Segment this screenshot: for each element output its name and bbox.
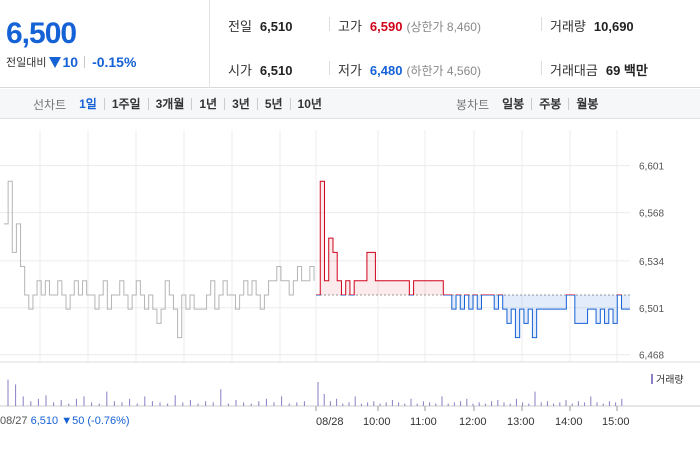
line-chart-title: 선차트 — [33, 97, 67, 112]
divider — [329, 61, 330, 75]
divider — [541, 61, 542, 75]
tab-3-years[interactable]: 3년 — [224, 98, 257, 110]
price-change: 전일대비 10 -0.15% — [6, 54, 136, 70]
line-chart-tabs: 선차트 1일 1주일 3개월 1년 3년 5년 10년 — [33, 89, 329, 119]
stat-open: 시가 6,510 — [228, 63, 293, 78]
prev-day-summary: 08/27 6,510 ▼50 (-0.76%) — [0, 415, 130, 427]
tab-1-year[interactable]: 1년 — [191, 98, 224, 110]
tab-weekly-candle[interactable]: 주봉 — [531, 98, 568, 110]
chart-tab-bar: 선차트 1일 1주일 3개월 1년 3년 5년 10년 봉차트 일봉 주봉 월봉 — [0, 89, 700, 119]
x-tick-label: 10:00 — [363, 416, 391, 428]
intraday-chart[interactable]: 6,601 6,568 6,534 6,501 6,468 08/28 10:00 11:00… — [0, 120, 700, 450]
prev-day-change: ▼50 — [61, 415, 85, 427]
tab-5-years[interactable]: 5년 — [256, 98, 290, 110]
x-tick-label: 15:00 — [602, 416, 630, 428]
tab-daily-candle[interactable]: 일봉 — [502, 97, 525, 111]
current-price-box: 6,500 전일대비 10 -0.15% — [0, 0, 210, 88]
y-tick-label: 6,601 — [639, 162, 664, 173]
y-tick-label: 6,501 — [639, 304, 664, 315]
today-up-area — [320, 181, 444, 295]
prev-day-change-rate: (-0.76%) — [87, 415, 130, 427]
y-tick-label: 6,534 — [639, 257, 664, 268]
prev-day-price-line — [4, 180, 315, 339]
change-label: 전일대비 — [6, 57, 47, 69]
tab-monthly-candle[interactable]: 월봉 — [568, 98, 605, 110]
y-tick-label: 6,568 — [639, 209, 664, 220]
tab-3-months[interactable]: 3개월 — [147, 98, 192, 110]
today-down-area — [316, 294, 630, 338]
stat-low: 저가 6,480 (하한가 4,560) — [338, 63, 481, 78]
tab-1-day[interactable]: 1일 — [79, 97, 97, 111]
prev-day-close: 6,510 — [30, 415, 59, 427]
divider — [329, 17, 330, 31]
chart-canvas: 6,601 6,568 6,534 6,501 6,468 08/28 10:00 11:00… — [0, 130, 700, 428]
stat-volume: 거래량 10,690 — [550, 19, 634, 34]
change-rate: -0.15% — [92, 54, 137, 70]
prev-day-date: 08/27 — [0, 415, 28, 427]
volume-legend: 거래량 — [651, 371, 684, 386]
quote-header: 6,500 전일대비 10 -0.15% 전일 6,510 시가 6,510 고가 6… — [0, 0, 700, 88]
current-price: 6,500 — [6, 17, 77, 50]
today-price-line-up — [316, 180, 623, 295]
x-tick-label: 11:00 — [410, 416, 437, 428]
x-tick-label: 13:00 — [507, 416, 535, 428]
candle-chart-tabs: 봉차트 일봉 주봉 월봉 — [456, 89, 605, 119]
x-tick-label: 14:00 — [555, 416, 583, 428]
volume-legend-swatch — [651, 373, 653, 384]
down-arrow-icon — [49, 56, 62, 68]
today-price-line-down — [316, 294, 630, 339]
y-tick-label: 6,468 — [639, 351, 664, 362]
stat-amount: 거래대금 69 백만 — [550, 63, 648, 78]
stat-high: 고가 6,590 (상한가 8,460) — [338, 19, 481, 34]
candle-chart-title: 봉차트 — [456, 97, 490, 112]
change-value: 10 — [62, 54, 79, 70]
divider — [84, 56, 86, 68]
x-tick-label: 12:00 — [459, 416, 487, 428]
tab-10-years[interactable]: 10년 — [289, 98, 329, 110]
tab-1-week[interactable]: 1주일 — [103, 98, 148, 110]
stat-prev-close: 전일 6,510 — [228, 19, 293, 34]
x-tick-label: 08/28 — [316, 416, 344, 428]
divider — [541, 17, 542, 31]
